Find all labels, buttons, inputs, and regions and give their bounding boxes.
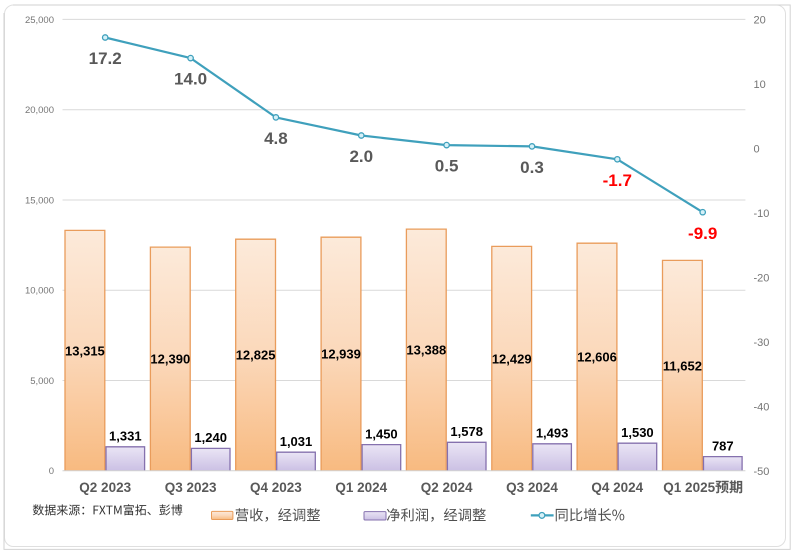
svg-text:20: 20 xyxy=(754,15,766,27)
svg-text:Q1 2025: Q1 2025 xyxy=(663,480,715,495)
svg-text:0.3: 0.3 xyxy=(520,158,544,177)
svg-text:Q3 2023: Q3 2023 xyxy=(165,480,217,495)
svg-text:1,031: 1,031 xyxy=(280,434,313,449)
svg-text:-30: -30 xyxy=(754,337,770,349)
svg-text:-1.7: -1.7 xyxy=(603,171,632,190)
svg-text:1,450: 1,450 xyxy=(365,426,398,441)
svg-text:0: 0 xyxy=(754,144,760,156)
svg-text:5,000: 5,000 xyxy=(30,376,54,387)
svg-text:Q3 2024: Q3 2024 xyxy=(506,480,558,495)
svg-text:25,000: 25,000 xyxy=(25,15,54,26)
svg-text:11,652: 11,652 xyxy=(663,358,702,373)
svg-text:-9.9: -9.9 xyxy=(688,224,717,243)
svg-text:12,606: 12,606 xyxy=(577,350,617,365)
svg-text:0: 0 xyxy=(49,466,54,477)
svg-text:4.8: 4.8 xyxy=(264,129,288,148)
svg-text:12,390: 12,390 xyxy=(150,352,190,367)
svg-text:14.0: 14.0 xyxy=(174,70,207,89)
svg-text:-10: -10 xyxy=(754,208,770,220)
svg-text:17.2: 17.2 xyxy=(89,49,122,68)
svg-text:-40: -40 xyxy=(754,402,770,414)
svg-text:20,000: 20,000 xyxy=(25,105,54,116)
svg-text:Q4 2024: Q4 2024 xyxy=(591,480,643,495)
svg-text:Q4 2023: Q4 2023 xyxy=(250,480,302,495)
svg-text:1,530: 1,530 xyxy=(621,425,654,440)
svg-text:13,388: 13,388 xyxy=(406,343,446,358)
svg-text:12,939: 12,939 xyxy=(321,347,361,362)
svg-text:-50: -50 xyxy=(754,466,770,478)
svg-text:-20: -20 xyxy=(754,273,770,285)
svg-text:Q2 2024: Q2 2024 xyxy=(421,480,473,495)
svg-text:15,000: 15,000 xyxy=(25,195,54,206)
svg-text:1,493: 1,493 xyxy=(536,426,569,441)
svg-text:12,429: 12,429 xyxy=(492,351,532,366)
svg-text:1,578: 1,578 xyxy=(450,424,483,439)
svg-text:0.5: 0.5 xyxy=(435,157,459,176)
svg-text:2.0: 2.0 xyxy=(349,147,373,166)
svg-text:12,825: 12,825 xyxy=(236,348,276,363)
svg-text:1,240: 1,240 xyxy=(194,430,227,445)
svg-text:787: 787 xyxy=(712,438,734,453)
svg-text:13,315: 13,315 xyxy=(65,343,105,358)
svg-text:1,331: 1,331 xyxy=(109,429,142,444)
svg-text:Q1 2024: Q1 2024 xyxy=(335,480,387,495)
svg-text:10: 10 xyxy=(754,79,766,91)
svg-text:Q2 2023: Q2 2023 xyxy=(79,480,131,495)
svg-text:10,000: 10,000 xyxy=(25,286,54,297)
